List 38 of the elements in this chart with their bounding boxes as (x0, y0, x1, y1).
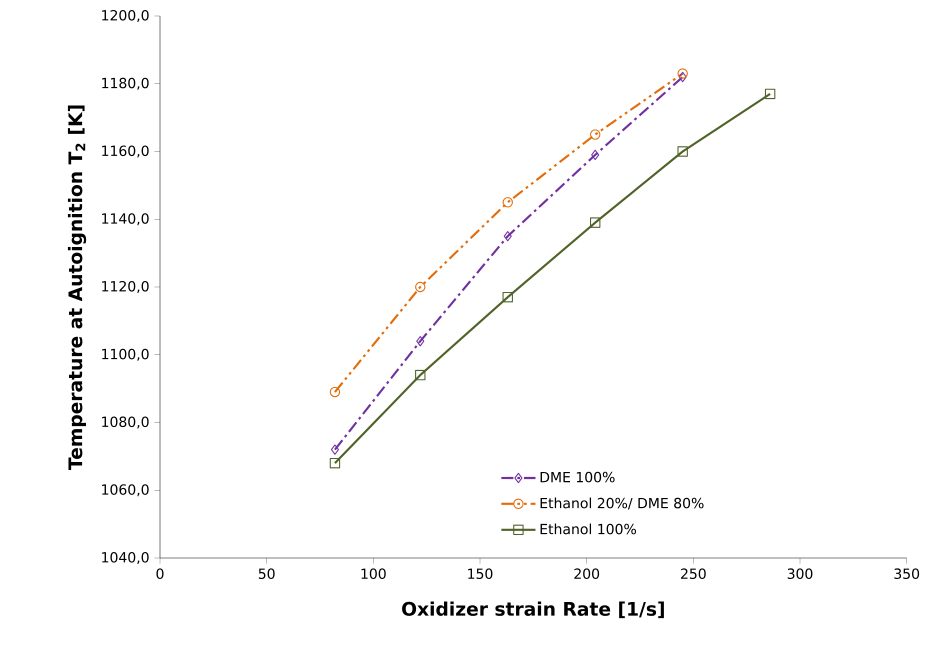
legend-label: Ethanol 100% (540, 524, 636, 534)
x-tick-label: 150 (468, 568, 492, 579)
x-tick-label: 100 (362, 568, 386, 579)
point (415, 282, 426, 292)
y-tick-label: 1120,0 (102, 280, 149, 294)
point (330, 458, 340, 468)
x-tick-label: 200 (574, 568, 600, 579)
point (590, 129, 600, 140)
point (591, 150, 600, 160)
point (677, 68, 688, 79)
y-tick-label: 1140,0 (102, 213, 149, 226)
x-tick-label: 250 (681, 568, 706, 579)
point (330, 444, 339, 455)
point (504, 230, 512, 242)
y-tick-label: 1100,0 (102, 348, 149, 361)
y-tick-label: 1040,0 (102, 552, 149, 564)
point (502, 197, 513, 208)
y-tick-label: 1060,0 (102, 484, 149, 496)
point (678, 72, 687, 82)
legend-label: Ethanol 20%/ DME 80% (540, 498, 704, 510)
point (764, 88, 776, 100)
y-tick-label: 1200,0 (102, 10, 149, 22)
point (416, 336, 424, 346)
x-tick-label: 50 (258, 568, 275, 579)
y-tick-label: 1080,0 (102, 416, 149, 429)
point (330, 386, 340, 398)
point (415, 370, 426, 380)
point (677, 146, 688, 157)
y-tick-label: 1180,0 (102, 78, 149, 90)
point (590, 217, 600, 228)
y-tick-label: 1160,0 (102, 145, 149, 158)
x-axis-title: Oxidizer strain Rate [1/s] (402, 601, 664, 618)
x-tick-label: 300 (788, 568, 812, 579)
point (502, 292, 513, 302)
legend-label: DME 100% (540, 472, 615, 482)
x-tick-label: 0 (156, 568, 164, 579)
y-axis-title: Temperature at Autoignition T$_{2}$ [K] (68, 106, 86, 470)
x-tick-label: 350 (894, 568, 920, 579)
